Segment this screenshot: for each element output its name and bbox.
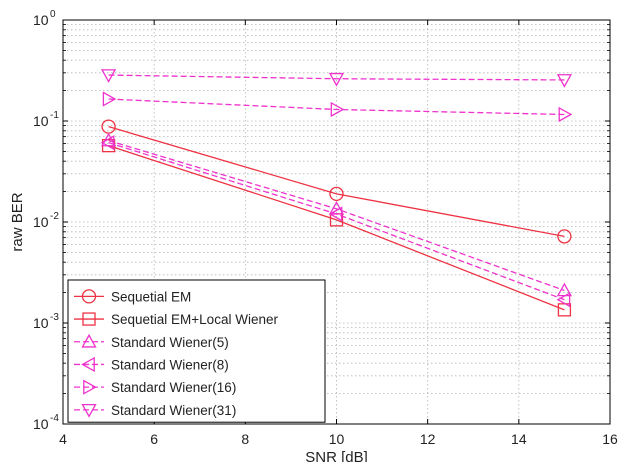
y-tick-label: 10 0 (33, 9, 56, 28)
legend-label: Standard Wiener(8) (111, 357, 229, 372)
data-point (556, 74, 573, 88)
legend-marker (81, 403, 97, 418)
legend-entry: Standard Wiener(31) (74, 403, 236, 418)
x-axis-label: SNR [dB] (305, 449, 368, 462)
legend-label: Standard Wiener(16) (111, 380, 236, 395)
x-tick-label: 4 (59, 431, 67, 447)
legend-entry: Standard Wiener(8) (74, 356, 229, 373)
series-line (108, 74, 565, 81)
x-tick-label: 16 (602, 431, 618, 447)
data-point (558, 106, 573, 123)
y-tick-exponent: -1 (50, 110, 59, 121)
legend-box (67, 279, 326, 423)
legend-label: Sequetial EM+Local Wiener (111, 312, 278, 327)
legend-marker (83, 379, 97, 395)
legend-label: Standard Wiener(5) (111, 335, 229, 350)
legend-entry: Sequetial EM+Local Wiener (74, 312, 278, 327)
y-tick-label: 10 -3 (33, 312, 59, 331)
legend-entry: Standard Wiener(5) (74, 333, 229, 350)
y-tick-base: 10 (33, 315, 49, 331)
data-point (100, 69, 117, 83)
legend-marker (81, 356, 95, 373)
x-tick-label: 8 (241, 431, 249, 447)
x-tick-label: 14 (511, 431, 527, 447)
legend-entry: Sequetial EM (74, 289, 191, 304)
y-tick-label: 10 -1 (33, 110, 59, 129)
data-point (328, 206, 343, 222)
legend-entry: Standard Wiener(16) (74, 379, 236, 395)
legend-marker (82, 312, 96, 326)
data-point (330, 101, 345, 118)
series-6 (100, 69, 573, 88)
y-tick-exponent: -3 (50, 312, 59, 323)
y-tick-base: 10 (33, 214, 49, 230)
series-group (100, 69, 573, 317)
legend-marker (81, 289, 97, 304)
data-point (329, 186, 344, 201)
series-4 (100, 135, 571, 308)
y-tick-label: 10 -4 (33, 413, 59, 432)
y-tick-base: 10 (33, 12, 49, 28)
y-tick-base: 10 (33, 113, 49, 129)
y-tick-label: 10 -2 (33, 211, 59, 230)
series-3 (100, 132, 573, 297)
series-line (108, 145, 565, 311)
y-tick-exponent: 0 (50, 9, 56, 20)
data-point (328, 72, 345, 87)
series-line (108, 142, 565, 301)
series-line (108, 98, 565, 116)
legend-label: Standard Wiener(31) (111, 403, 236, 418)
data-point (100, 135, 115, 151)
grid (63, 20, 610, 424)
y-tick-exponent: -4 (50, 413, 59, 424)
series-line (108, 139, 565, 292)
series-line (108, 125, 565, 238)
y-tick-exponent: -2 (50, 211, 59, 222)
y-tick-base: 10 (33, 416, 49, 432)
legend-label: Sequetial EM (111, 289, 191, 304)
legend: Sequetial EM Sequetial EM+Local Wiener Sta… (67, 279, 326, 423)
x-tick-label: 6 (150, 431, 158, 447)
series-5 (102, 91, 573, 123)
y-axis-label: raw BER (9, 192, 26, 251)
data-point (102, 91, 117, 107)
legend-marker (81, 333, 97, 348)
x-tick-label: 12 (420, 431, 436, 447)
x-tick-label: 10 (329, 431, 345, 447)
data-point (556, 292, 571, 308)
data-point (557, 229, 572, 244)
data-point (101, 119, 116, 134)
